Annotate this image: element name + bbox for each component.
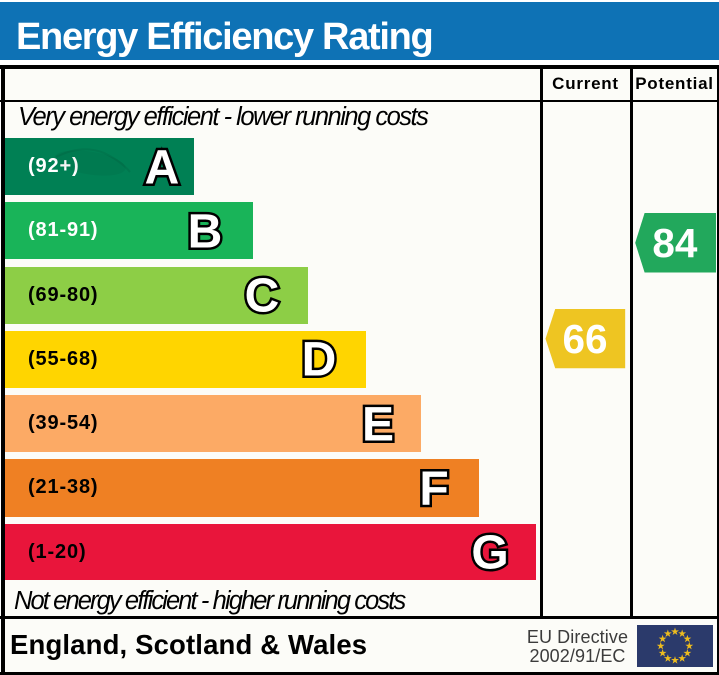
svg-text:66: 66 (562, 316, 607, 362)
svg-text:G: G (471, 527, 508, 580)
svg-text:D: D (301, 334, 336, 387)
svg-text:B: B (188, 205, 223, 258)
svg-text:A: A (145, 141, 180, 194)
svg-text:C: C (244, 270, 279, 323)
svg-text:84: 84 (652, 220, 698, 266)
svg-text:E: E (362, 398, 394, 451)
svg-text:F: F (420, 463, 449, 516)
